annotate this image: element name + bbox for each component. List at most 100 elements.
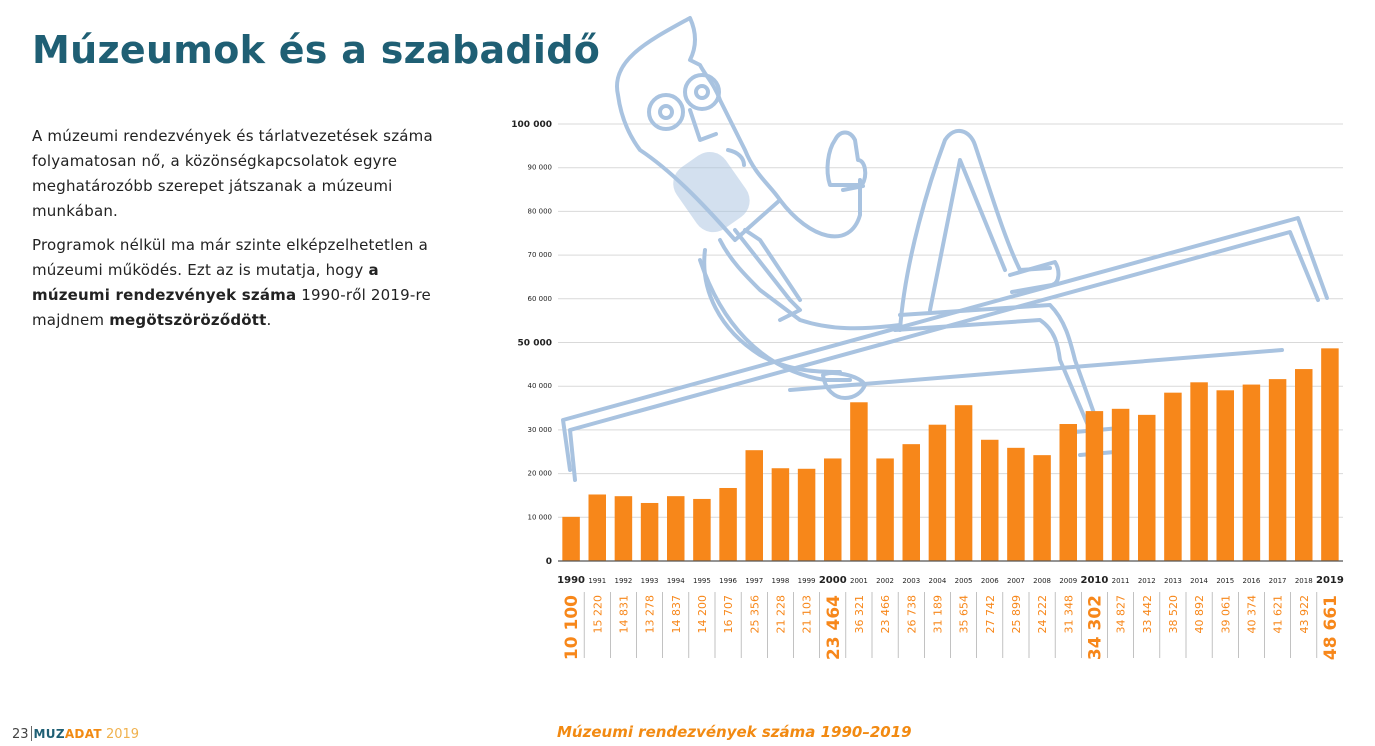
data-label: 36 321 [853, 595, 866, 634]
x-tick-label: 2017 [1269, 577, 1287, 585]
bar-2013 [1164, 392, 1182, 561]
bar-2000 [824, 458, 842, 561]
data-label: 24 222 [1036, 595, 1049, 634]
bar-2005 [954, 405, 973, 561]
intro-paragraph-2: Programok nélkül ma már szinte elképzelh… [32, 233, 452, 333]
page-number: 23 [12, 727, 29, 742]
y-tick-label: 80 000 [528, 207, 553, 215]
x-tick-label: 2000 [819, 575, 847, 586]
data-label: 38 520 [1167, 595, 1180, 634]
x-tick-label: 2002 [876, 577, 894, 585]
footer-divider [30, 726, 32, 741]
x-tick-label: 2018 [1295, 577, 1313, 585]
x-tick-label: 1997 [745, 577, 763, 585]
y-tick-label: 10 000 [528, 513, 553, 521]
bar-2007 [1007, 447, 1025, 561]
data-label: 13 278 [644, 595, 657, 634]
x-tick-label: 1996 [719, 577, 737, 585]
intro-p2-b: 1990-ről 2019-re majdnem [32, 286, 431, 329]
x-tick-label: 2010 [1080, 575, 1108, 586]
data-label: 43 922 [1298, 595, 1311, 634]
footer-page-info: 23 MUZADAT 2019 [12, 726, 139, 742]
data-label: 41 621 [1272, 595, 1285, 634]
x-tick-label: 1995 [693, 577, 711, 585]
y-tick-label: 70 000 [528, 251, 553, 259]
brand-muz: MUZ [33, 727, 65, 741]
bar-2008 [1033, 455, 1051, 561]
events-bar-chart: 0 10 000 20 000 30 000 40 000 50 000 60 000 70 … [511, 16, 1344, 660]
y-tick-label: 30 000 [528, 426, 553, 434]
data-label: 48 661 [1321, 595, 1341, 660]
x-tick-label: 2006 [981, 577, 999, 585]
data-label: 40 374 [1245, 595, 1258, 634]
data-label: 21 228 [774, 595, 787, 634]
x-tick-label: 2015 [1216, 577, 1234, 585]
x-tick-label: 1990 [557, 575, 585, 586]
y-tick-label: 40 000 [528, 382, 553, 390]
x-tick-label: 2008 [1033, 577, 1051, 585]
x-tick-label: 2016 [1243, 577, 1261, 585]
y-tick-label: 60 000 [528, 295, 553, 303]
x-tick-label: 2007 [1007, 577, 1025, 585]
x-tick-label: 1994 [667, 577, 685, 585]
y-tick-label: 50 000 [518, 339, 552, 349]
data-label: 25 899 [1010, 595, 1023, 634]
data-label: 31 189 [931, 595, 944, 634]
bar-2001 [850, 402, 868, 561]
data-label: 27 742 [984, 595, 997, 634]
bar-1992 [614, 496, 633, 561]
intro-paragraph-1: A múzeumi rendezvények és tárlatvezetése… [32, 127, 433, 220]
data-label: 39 061 [1219, 595, 1232, 634]
bar-1993 [640, 502, 659, 561]
intro-text: A múzeumi rendezvények és tárlatvezetése… [32, 124, 452, 342]
x-tick-label: 2003 [902, 577, 920, 585]
data-label: 31 348 [1062, 595, 1075, 634]
x-tick-label: 2001 [850, 577, 868, 585]
data-label: 35 654 [958, 595, 971, 634]
page-title: Múzeumok és a szabadidő [32, 28, 601, 72]
intro-p2-a: Programok nélkül ma már szinte elképzelh… [32, 236, 428, 279]
y-tick-label: 0 [546, 557, 552, 567]
data-label: 26 738 [905, 595, 918, 634]
bar-2014 [1190, 382, 1208, 561]
bar-1991 [588, 494, 606, 561]
x-tick-label: 1998 [772, 577, 790, 585]
x-tick-label: 2004 [929, 577, 947, 585]
x-tick-label: 2019 [1316, 575, 1344, 586]
x-tick-label: 1992 [615, 577, 633, 585]
axes: 0 10 000 20 000 30 000 40 000 50 000 60 000 70 … [511, 120, 1344, 660]
bar-1994 [667, 496, 685, 561]
data-label: 33 442 [1141, 595, 1154, 634]
data-label: 34 827 [1115, 595, 1128, 634]
bar-2017 [1268, 379, 1287, 561]
x-tick-label: 1999 [798, 577, 816, 585]
y-tick-label: 90 000 [528, 164, 553, 172]
intro-p2-c: . [266, 311, 272, 329]
data-label: 10 100 [562, 595, 582, 660]
bar-2012 [1138, 414, 1156, 561]
bar-2009 [1059, 424, 1077, 561]
seated-man-illustration-icon [561, 16, 1329, 482]
data-label: 14 837 [670, 595, 683, 634]
data-label: 23 466 [879, 595, 892, 634]
bars [562, 348, 1339, 561]
grid-lines [558, 123, 1343, 518]
x-tick-label: 2013 [1164, 577, 1182, 585]
y-tick-label: 20 000 [528, 470, 553, 478]
bar-1998 [771, 468, 790, 561]
bar-1999 [797, 468, 816, 561]
bar-2004 [928, 424, 947, 561]
data-label: 14 831 [617, 595, 630, 634]
bar-2016 [1242, 384, 1261, 561]
x-tick-label: 2012 [1138, 577, 1156, 585]
data-label: 14 200 [696, 595, 709, 634]
x-tick-label: 2005 [955, 577, 973, 585]
data-label: 34 302 [1085, 595, 1105, 660]
bar-1990 [562, 516, 580, 561]
bar-2006 [981, 439, 999, 561]
x-tick-label: 1993 [641, 577, 659, 585]
bar-1996 [719, 487, 737, 561]
bar-2003 [902, 444, 920, 561]
brand-year: 2019 [105, 727, 140, 742]
brand-logo: MUZADAT [34, 727, 102, 741]
